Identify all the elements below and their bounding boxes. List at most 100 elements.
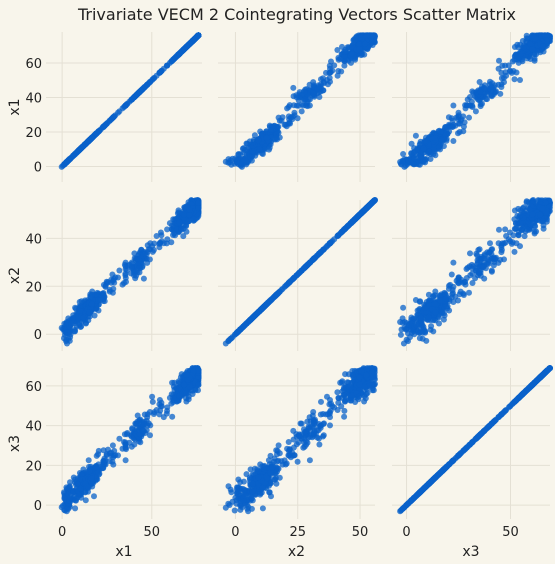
data-point: [425, 148, 432, 155]
data-point: [59, 502, 66, 509]
data-point: [408, 150, 415, 157]
data-point: [361, 206, 368, 213]
data-point: [481, 85, 488, 92]
data-point: [66, 337, 73, 344]
data-point: [363, 32, 370, 39]
data-point: [285, 113, 292, 120]
data-point: [475, 269, 482, 276]
data-point: [240, 478, 247, 485]
data-point: [241, 322, 248, 329]
data-point: [517, 219, 524, 226]
data-point: [489, 246, 496, 253]
data-point: [180, 233, 187, 240]
chart-title: Trivariate VECM 2 Cointegrating Vectors …: [77, 5, 516, 24]
data-point: [85, 317, 92, 324]
data-point: [147, 432, 153, 439]
data-point: [249, 152, 256, 159]
data-point: [228, 161, 235, 168]
data-point: [91, 493, 97, 500]
data-point: [432, 309, 439, 316]
data-point: [463, 102, 470, 109]
data-point: [111, 279, 118, 286]
data-point: [261, 463, 268, 470]
data-point: [496, 226, 502, 233]
data-point: [195, 387, 201, 394]
y-tick-label: 20: [25, 459, 42, 474]
data-point: [316, 94, 323, 100]
data-point: [411, 331, 418, 338]
data-point: [142, 83, 148, 90]
data-point: [72, 304, 79, 311]
data-point: [464, 96, 471, 103]
data-point: [443, 124, 449, 130]
data-point: [502, 226, 509, 233]
data-point: [450, 138, 457, 144]
data-point: [399, 319, 406, 326]
data-point: [445, 285, 452, 292]
data-point: [328, 239, 334, 246]
y-tick-label: 20: [25, 280, 42, 295]
data-point: [269, 124, 276, 130]
data-point: [95, 447, 102, 454]
data-point: [279, 285, 286, 292]
data-point: [102, 283, 109, 290]
data-point: [77, 308, 84, 315]
data-point: [400, 304, 407, 311]
data-point: [466, 289, 472, 296]
data-point: [158, 399, 165, 406]
data-point: [431, 300, 438, 307]
data-point: [140, 427, 146, 434]
data-point: [467, 250, 473, 257]
data-point: [422, 329, 429, 336]
data-point: [259, 151, 266, 157]
data-point: [499, 62, 506, 69]
data-point: [115, 274, 121, 281]
data-point: [320, 75, 326, 82]
data-point: [76, 322, 83, 329]
data-point: [142, 250, 148, 257]
data-point: [488, 267, 495, 274]
data-point: [442, 290, 449, 297]
data-point: [413, 147, 420, 154]
data-point: [131, 250, 138, 257]
data-point: [540, 43, 546, 50]
data-point: [266, 489, 273, 496]
data-point: [540, 218, 546, 225]
data-point: [450, 102, 457, 109]
data-point: [524, 226, 531, 233]
data-point: [443, 303, 450, 310]
data-point: [255, 309, 262, 316]
data-point: [158, 232, 165, 239]
data-point: [510, 68, 517, 74]
data-point: [473, 265, 480, 271]
panel-x2-vs-x3: [392, 197, 553, 351]
data-point: [185, 393, 192, 400]
data-point: [527, 56, 534, 62]
data-point: [286, 102, 293, 109]
data-point: [439, 137, 446, 144]
data-point: [88, 475, 95, 482]
data-point: [473, 89, 480, 96]
data-point: [232, 494, 239, 501]
data-point: [144, 414, 151, 421]
data-point: [509, 239, 516, 246]
data-point: [445, 114, 452, 121]
data-point: [412, 132, 419, 139]
data-point: [296, 91, 303, 98]
panel-x3-vs-x2: 0 25 50: [218, 365, 378, 540]
data-point: [403, 326, 410, 333]
data-point: [517, 41, 524, 48]
data-point: [491, 255, 498, 262]
data-point: [335, 54, 342, 61]
y-tick-label: 0: [34, 499, 42, 514]
data-point: [301, 89, 308, 96]
data-point: [499, 240, 506, 247]
data-point: [537, 211, 544, 218]
data-point: [195, 204, 202, 211]
y-tick-label: 40: [25, 232, 42, 247]
data-point: [153, 233, 160, 239]
data-point: [520, 204, 527, 211]
data-point: [274, 124, 281, 130]
data-point: [61, 335, 67, 342]
